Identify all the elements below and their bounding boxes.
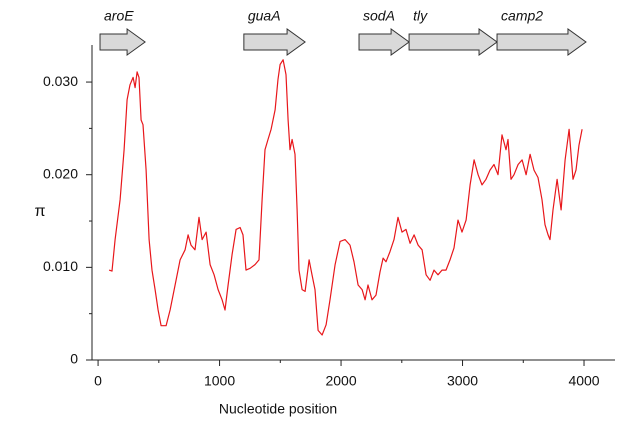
x-tick-label: 3000 bbox=[447, 373, 478, 389]
y-tick-label: 0.020 bbox=[43, 165, 78, 181]
x-tick-label: 0 bbox=[94, 373, 102, 389]
gene-label: tly bbox=[413, 8, 428, 24]
gene-label: aroE bbox=[104, 8, 134, 24]
x-tick-label: 4000 bbox=[568, 373, 599, 389]
gene-arrow bbox=[243, 28, 306, 56]
data-line bbox=[108, 59, 583, 336]
gene-arrow bbox=[496, 28, 587, 56]
y-axis-label: π bbox=[34, 203, 45, 220]
y-tick-label: 0 bbox=[70, 351, 78, 367]
x-tick-label: 2000 bbox=[325, 373, 356, 389]
x-axis-label: Nucleotide position bbox=[219, 401, 337, 417]
gene-arrow bbox=[358, 28, 410, 56]
gene-arrow bbox=[408, 28, 498, 56]
x-tick-label: 1000 bbox=[204, 373, 235, 389]
gene-label: guaA bbox=[248, 8, 281, 24]
gene-label: sodA bbox=[363, 8, 395, 24]
y-tick-label: 0.030 bbox=[43, 73, 78, 89]
gene-arrow bbox=[99, 28, 146, 56]
y-tick-label: 0.010 bbox=[43, 258, 78, 274]
gene-label: camp2 bbox=[501, 8, 543, 24]
